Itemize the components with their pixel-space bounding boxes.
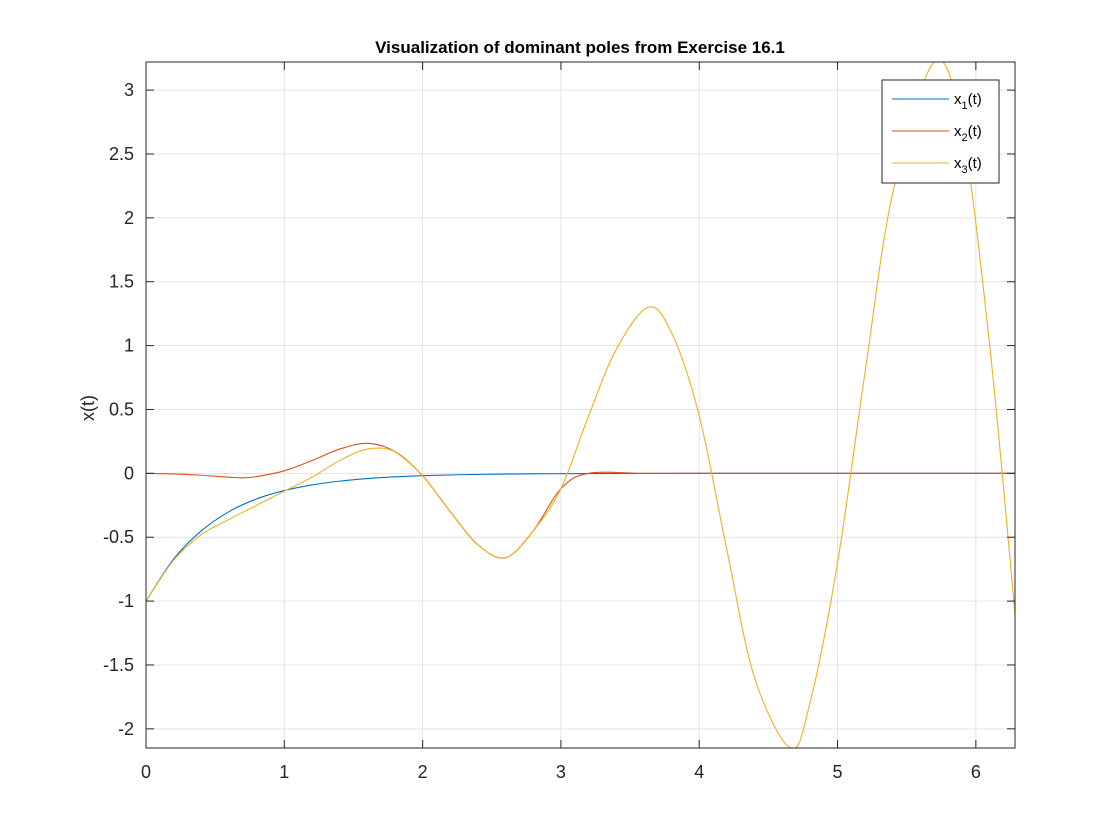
y-axis: -2 -1.5 -1 -0.5 0 0.5 1 1.5 2 2.5 3 [103,80,1015,739]
y-tick-label: 1.5 [109,272,134,292]
axes-box [145,61,1016,749]
legend-label-main: x [954,123,962,140]
y-tick-label: 1 [124,336,134,356]
x-tick-label: 1 [279,762,289,782]
legend-label-1: x1(t) [954,91,982,112]
x-tick-label: 5 [833,762,843,782]
x-axis: 0 1 2 3 4 5 6 [141,62,981,782]
legend-label-tail: (t) [968,155,982,172]
y-tick-label: -2 [118,719,134,739]
x-tick-label: 4 [694,762,704,782]
y-tick-label: -1 [118,591,134,611]
y-tick-label: 0 [124,463,134,483]
legend-label-sub: 2 [962,132,968,144]
legend-label-tail: (t) [968,91,982,108]
x-tick-label: 3 [556,762,566,782]
y-tick-label: 2.5 [109,144,134,164]
legend-label-3: x3(t) [954,155,982,176]
y-axis-label: x(t) [78,395,98,421]
legend-label-main: x [954,91,962,108]
x-tick-label: 0 [141,762,151,782]
x-tick-label: 2 [418,762,428,782]
plot-background [146,62,1015,748]
y-tick-label: 2 [124,208,134,228]
y-tick-label: -1.5 [103,655,134,675]
chart-title: Visualization of dominant poles from Exe… [375,38,785,57]
legend-label-2: x2(t) [954,123,982,144]
x-tick-label: 6 [971,762,981,782]
plot-area [146,62,1015,748]
axes-frame [145,61,1016,749]
legend-label-tail: (t) [968,123,982,140]
legend-label-sub: 1 [962,100,968,112]
legend-label-main: x [954,155,962,172]
legend-label-sub: 3 [962,164,968,176]
y-tick-label: 0.5 [109,399,134,419]
legend: x1(t)x2(t)x3(t) [881,79,1000,184]
y-tick-label: 3 [124,80,134,100]
y-tick-label: -0.5 [103,527,134,547]
